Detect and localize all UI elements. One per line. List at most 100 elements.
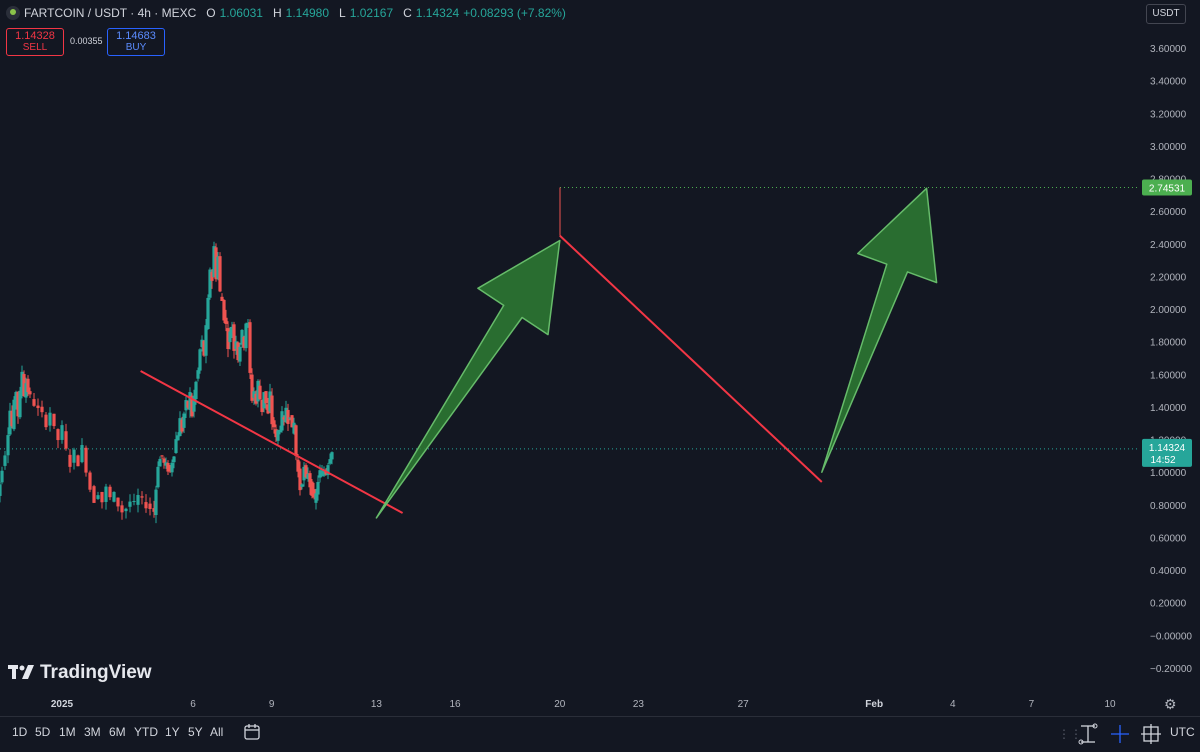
- trendline: [559, 234, 823, 483]
- currency-button[interactable]: USDT: [1146, 4, 1186, 24]
- candle-body: [160, 455, 164, 457]
- candle-body: [304, 465, 308, 478]
- timeframe-5d[interactable]: 5D: [35, 725, 51, 739]
- bottom-toolbar: 1D 5D 1M 3M 6M YTD 1Y 5Y All ⋮⋮ UTC: [0, 716, 1200, 751]
- candle-body: [232, 324, 236, 351]
- candle-body: [308, 473, 312, 488]
- candle-body: [24, 383, 28, 398]
- candle-body: [60, 425, 64, 440]
- candle-body: [272, 420, 276, 428]
- candle-body: [282, 417, 286, 420]
- tradingview-watermark: TradingView: [8, 662, 152, 684]
- candle-body: [192, 396, 196, 412]
- candle-body: [178, 418, 182, 437]
- candle-body: [278, 429, 282, 433]
- price-chart[interactable]: 3.600003.400003.200003.000002.800002.600…: [0, 0, 1200, 716]
- candle-body: [22, 374, 26, 397]
- candle-body: [206, 297, 210, 330]
- timeframe-ytd[interactable]: YTD: [134, 725, 158, 739]
- trend-arrow: [821, 187, 938, 473]
- candle-body: [214, 247, 218, 280]
- candle-body: [132, 501, 136, 503]
- candle-body: [172, 456, 176, 463]
- candle-body: [76, 455, 80, 467]
- candle-body: [100, 491, 104, 503]
- candle-body: [286, 409, 290, 424]
- candle-body: [268, 391, 272, 412]
- timeframe-1y[interactable]: 1Y: [165, 725, 180, 739]
- timeframe-1m[interactable]: 1M: [59, 725, 76, 739]
- candle-body: [310, 481, 314, 496]
- candle-body: [120, 505, 124, 513]
- candle-body: [226, 328, 230, 350]
- target-price-label: 2.74531: [1149, 183, 1186, 194]
- candle-body: [220, 296, 224, 301]
- time-axis-label: 20: [554, 699, 566, 710]
- drag-handle-icon[interactable]: ⋮⋮: [1058, 727, 1082, 741]
- candle-body: [112, 491, 116, 502]
- buy-button[interactable]: 1.14683 BUY: [107, 28, 165, 56]
- symbol-title[interactable]: FARTCOIN / USDT · 4h · MEXC: [24, 6, 197, 20]
- candle-body: [316, 482, 320, 495]
- candle-body: [152, 508, 156, 512]
- candle-body: [238, 346, 242, 362]
- price-axis-label: −0.00000: [1150, 631, 1192, 642]
- candle-body: [36, 405, 40, 409]
- low-label: L: [339, 6, 346, 20]
- timeframe-6m[interactable]: 6M: [109, 725, 126, 739]
- candle-body: [170, 462, 174, 473]
- candle-body: [56, 429, 60, 441]
- candle-body: [40, 406, 44, 413]
- candle-body: [262, 392, 266, 409]
- candle-body: [164, 462, 168, 466]
- price-axis-label: 0.80000: [1150, 501, 1187, 512]
- trend-arrow: [375, 239, 561, 519]
- low-value: 1.02167: [349, 6, 394, 20]
- candle-body: [26, 378, 30, 393]
- candle-body: [198, 349, 202, 371]
- candle-body: [196, 370, 200, 379]
- measure-icon[interactable]: [1077, 723, 1099, 745]
- sell-button[interactable]: 1.14328 SELL: [6, 28, 64, 56]
- candle-body: [312, 489, 316, 498]
- timeframe-5y[interactable]: 5Y: [188, 725, 203, 739]
- timezone-utc[interactable]: UTC: [1170, 725, 1195, 739]
- candle-body: [68, 454, 72, 467]
- candle-body: [176, 435, 180, 441]
- candle-body: [140, 496, 144, 498]
- ohlc-legend: FARTCOIN / USDT · 4h · MEXC O 1.06031 H 1.…: [6, 6, 566, 20]
- coin-logo-icon: [6, 6, 20, 20]
- candle-body: [292, 422, 296, 434]
- candle-body: [258, 385, 262, 400]
- candle-body: [218, 256, 222, 292]
- candle-body: [274, 429, 278, 438]
- candle-body: [314, 493, 318, 503]
- candle-body: [84, 447, 88, 473]
- timeframe-all[interactable]: All: [210, 725, 224, 739]
- candle-body: [136, 495, 140, 505]
- zoom-region-icon[interactable]: [1140, 723, 1162, 745]
- candle-body: [12, 399, 16, 430]
- candle-body: [184, 400, 188, 411]
- price-axis-label: 0.20000: [1150, 599, 1187, 610]
- candle-body: [270, 395, 274, 425]
- price-axis-label: 2.00000: [1150, 305, 1187, 316]
- candle-body: [264, 391, 268, 404]
- price-axis-label: 1.40000: [1150, 403, 1187, 414]
- crosshair-icon[interactable]: [1109, 723, 1131, 745]
- price-axis-label: 3.60000: [1150, 44, 1187, 55]
- candle-body: [230, 326, 234, 338]
- timeframe-1d[interactable]: 1D: [12, 725, 28, 739]
- candle-body: [204, 325, 208, 356]
- date-range-calendar-icon[interactable]: [241, 723, 263, 745]
- candle-body: [52, 413, 56, 427]
- candle-body: [72, 449, 76, 463]
- candle-body: [80, 445, 84, 463]
- candle-body: [276, 430, 280, 441]
- candle-body: [158, 458, 162, 467]
- candle-body: [148, 503, 152, 509]
- candle-body: [0, 470, 4, 483]
- timeframe-3m[interactable]: 3M: [84, 725, 101, 739]
- settings-gear-icon[interactable]: ⚙: [1164, 696, 1177, 712]
- candle-body: [44, 414, 48, 428]
